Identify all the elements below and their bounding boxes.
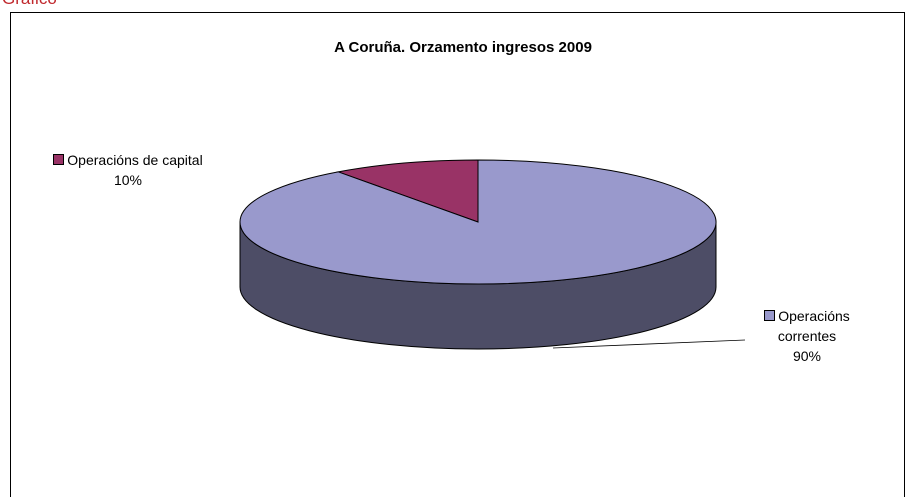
slice-label: Operacións de capital 10% [48, 150, 208, 190]
chart-title: A Coruña. Orzamento ingresos 2009 [334, 39, 592, 56]
legend-key [53, 154, 65, 165]
slice-value: 90% [792, 348, 822, 364]
slice-value: 10% [113, 172, 143, 188]
slice-name: Operacións correntes [777, 308, 850, 344]
slice-name: Operacións de capital [67, 152, 203, 168]
leader-line [552, 339, 746, 349]
slice-label: Operacións correntes 90% [740, 306, 874, 366]
slice [336, 159, 479, 223]
slice [239, 159, 717, 285]
pie [239, 159, 746, 350]
legend-key [764, 310, 776, 321]
caption: Gráfico [2, 0, 57, 9]
